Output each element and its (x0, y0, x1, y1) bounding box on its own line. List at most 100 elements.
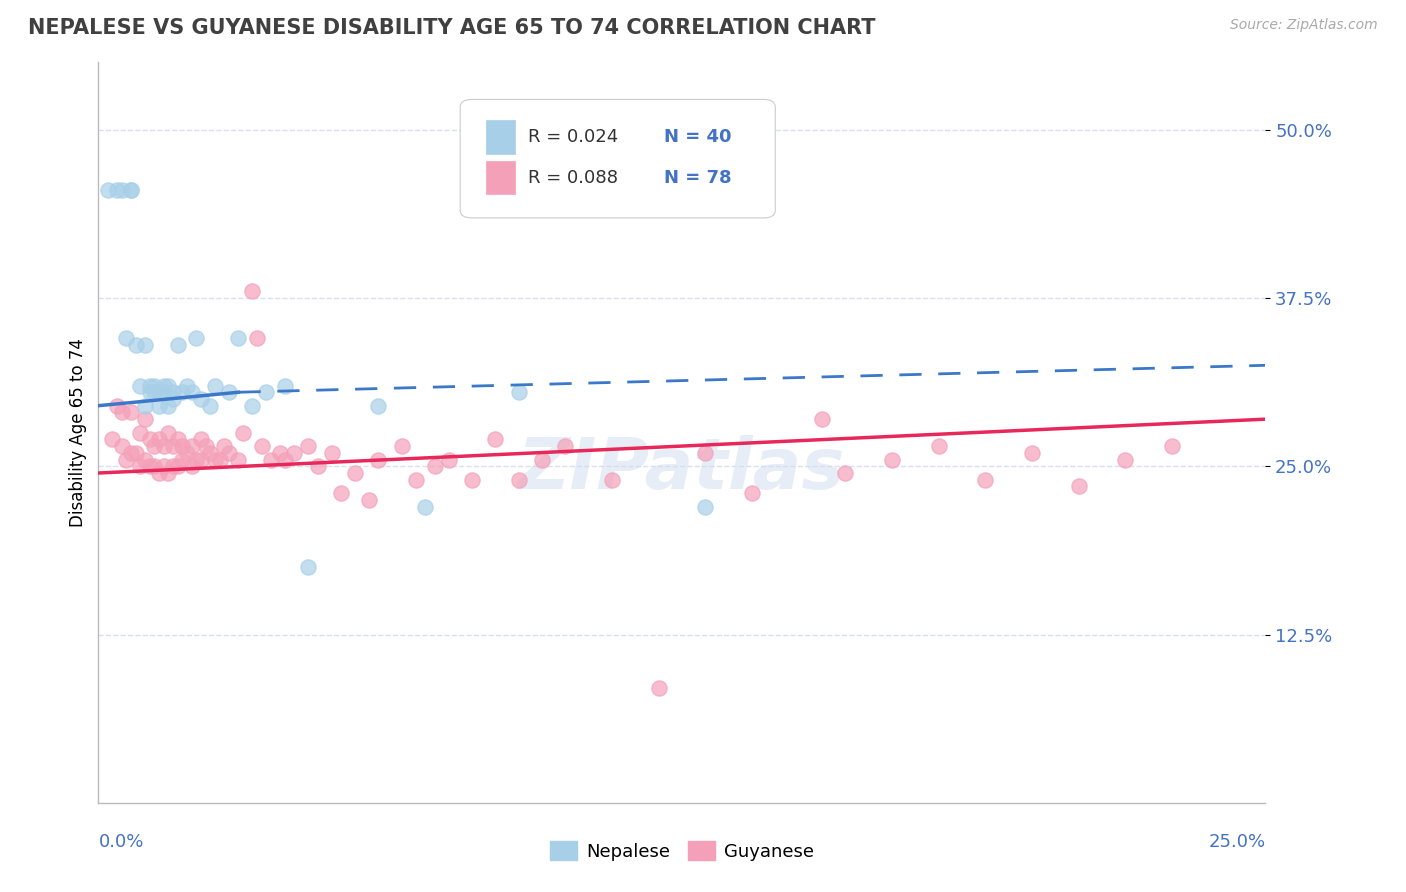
Point (166, 433, 188, 447)
Point (330, 486, 353, 500)
Point (148, 385, 170, 400)
Point (359, 492, 381, 507)
Text: Source: ZipAtlas.com: Source: ZipAtlas.com (1230, 18, 1378, 32)
Point (139, 459, 162, 474)
Point (162, 459, 184, 474)
Point (120, 405, 142, 419)
Point (391, 439, 413, 453)
Point (834, 466, 856, 480)
Point (143, 439, 166, 453)
Point (423, 459, 446, 474)
Point (695, 500, 717, 514)
Point (120, 446, 142, 460)
Point (166, 338, 188, 352)
Point (134, 338, 156, 352)
Point (1114, 452, 1136, 467)
Point (600, 473, 623, 487)
Point (180, 459, 202, 474)
Text: R = 0.024: R = 0.024 (527, 128, 619, 146)
Point (695, 446, 717, 460)
Point (152, 385, 174, 400)
Point (152, 459, 174, 474)
Point (413, 500, 436, 514)
Point (405, 473, 427, 487)
Point (218, 385, 240, 400)
Point (190, 452, 212, 467)
Point (115, 331, 138, 345)
Point (880, 452, 903, 467)
Text: N = 40: N = 40 (665, 128, 733, 146)
Point (111, 405, 134, 419)
Point (152, 439, 174, 453)
Point (143, 378, 166, 392)
Point (256, 385, 278, 400)
Point (218, 446, 240, 460)
Text: ZIPatlas: ZIPatlas (519, 435, 845, 504)
Point (162, 392, 184, 406)
Point (143, 459, 166, 474)
Point (811, 412, 834, 426)
Legend: Nepalese, Guyanese: Nepalese, Guyanese (543, 834, 821, 868)
Point (115, 452, 138, 467)
Point (232, 425, 254, 440)
Text: 0.0%: 0.0% (98, 833, 143, 851)
Point (204, 452, 226, 467)
Point (166, 459, 188, 474)
Point (176, 378, 198, 392)
Point (246, 331, 269, 345)
Point (162, 439, 184, 453)
Point (139, 378, 162, 392)
Point (274, 452, 297, 467)
Point (134, 452, 156, 467)
Point (120, 183, 142, 197)
Point (530, 452, 553, 467)
Point (344, 466, 367, 480)
Point (148, 466, 170, 480)
Point (228, 331, 250, 345)
Point (274, 378, 297, 392)
Point (186, 331, 208, 345)
Point (242, 285, 264, 299)
Point (307, 459, 329, 474)
Point (139, 433, 162, 447)
Point (148, 399, 170, 413)
Point (180, 385, 202, 400)
Point (105, 399, 128, 413)
Point (152, 378, 174, 392)
Point (125, 446, 148, 460)
Point (111, 183, 134, 197)
Point (208, 452, 231, 467)
Text: 25.0%: 25.0% (1208, 833, 1265, 851)
Point (508, 473, 530, 487)
Point (554, 439, 576, 453)
Point (974, 473, 997, 487)
Point (297, 560, 319, 574)
Point (190, 433, 212, 447)
Point (1021, 446, 1043, 460)
Point (260, 452, 283, 467)
Point (157, 378, 180, 392)
Point (111, 439, 134, 453)
Point (105, 183, 128, 197)
Point (176, 446, 198, 460)
Point (228, 452, 250, 467)
Point (200, 399, 222, 413)
Point (157, 399, 180, 413)
Point (172, 439, 194, 453)
Y-axis label: Disability Age 65 to 74: Disability Age 65 to 74 (69, 338, 87, 527)
Point (125, 338, 148, 352)
Point (186, 452, 208, 467)
FancyBboxPatch shape (486, 120, 515, 153)
Point (129, 378, 152, 392)
Point (129, 459, 152, 474)
Point (120, 183, 142, 197)
Text: R = 0.088: R = 0.088 (527, 169, 617, 186)
Point (134, 412, 156, 426)
Point (928, 439, 950, 453)
Point (172, 452, 194, 467)
Point (484, 433, 506, 447)
Point (250, 439, 273, 453)
Point (269, 446, 291, 460)
Point (162, 385, 184, 400)
Point (741, 486, 763, 500)
